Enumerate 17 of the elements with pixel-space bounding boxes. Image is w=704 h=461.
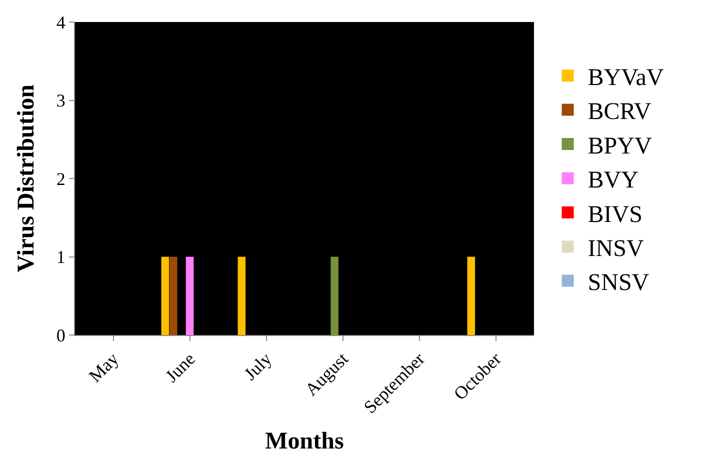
y-tick-label: 0 (56, 325, 66, 346)
legend-label: BIVS (588, 202, 642, 228)
legend-label: BVY (588, 168, 638, 194)
legend-label: BYVaV (588, 64, 664, 91)
legend-label: SNSV (588, 270, 650, 296)
x-tick-label: June (161, 348, 199, 386)
y-axis-title: Virus Distribution (14, 84, 40, 272)
y-tick-label: 2 (56, 168, 66, 189)
legend-label: INSV (588, 236, 644, 262)
x-axis-title: Months (265, 428, 344, 455)
y-tick-label: 3 (56, 90, 66, 111)
legend-label: BPYV (588, 133, 652, 160)
legend-label: BCRV (588, 99, 652, 126)
y-tick-label: 1 (56, 247, 66, 268)
x-tick-label: July (240, 348, 276, 384)
x-tick-label: May (84, 348, 122, 386)
y-tick-label: 4 (56, 12, 66, 32)
